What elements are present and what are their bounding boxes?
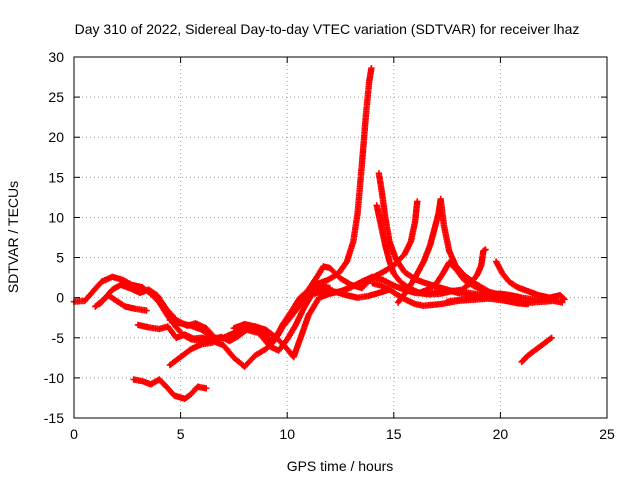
y-tick-label: 5: [56, 250, 64, 266]
x-tick-label: 0: [70, 426, 78, 442]
data-series: [70, 65, 568, 402]
plot-frame: [73, 56, 608, 419]
axis-ticks: [73, 56, 608, 419]
x-tick-labels: 0 5 10 15 20 25: [70, 426, 615, 442]
y-tick-label: -10: [44, 370, 64, 386]
series-track-f: [166, 282, 333, 354]
x-tick-label: 20: [493, 426, 509, 442]
x-tick-label: 25: [599, 426, 615, 442]
series-track-i: [311, 286, 393, 301]
series-track-n: [416, 259, 521, 301]
y-axis-label: SDTVAR / TECUs: [5, 181, 21, 293]
chart-title: Day 310 of 2022, Sidereal Day-to-day VTE…: [75, 21, 580, 37]
x-axis-label: GPS time / hours: [287, 458, 394, 474]
y-tick-label: 0: [56, 290, 64, 306]
series-track-g: [166, 339, 216, 369]
y-tick-label: 10: [48, 209, 64, 225]
series-track-q: [518, 334, 555, 365]
series-track-e: [130, 376, 210, 402]
y-tick-label: -5: [52, 330, 65, 346]
series-track-o: [443, 294, 566, 307]
series-track-p: [492, 258, 568, 303]
y-tick-label: -15: [44, 410, 64, 426]
y-tick-label: 15: [48, 169, 64, 185]
y-tick-label: 30: [48, 49, 64, 65]
y-tick-label: 25: [48, 89, 64, 105]
grid: [74, 57, 607, 418]
y-tick-labels: -15 -10 -5 0 5 10 15 20 25 30: [44, 49, 64, 426]
x-tick-label: 10: [279, 426, 295, 442]
x-tick-label: 5: [177, 426, 185, 442]
x-tick-label: 15: [386, 426, 402, 442]
series-track-c: [96, 292, 150, 314]
y-tick-label: 20: [48, 129, 64, 145]
